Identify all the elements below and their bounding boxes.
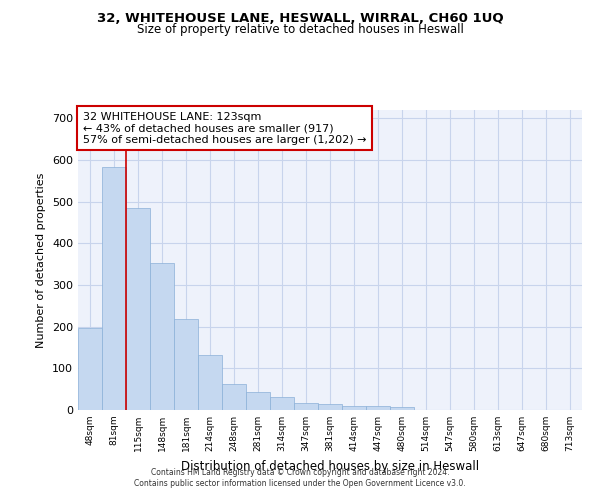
Y-axis label: Number of detached properties: Number of detached properties — [37, 172, 46, 348]
Text: 32 WHITEHOUSE LANE: 123sqm
← 43% of detached houses are smaller (917)
57% of sem: 32 WHITEHOUSE LANE: 123sqm ← 43% of deta… — [83, 112, 367, 144]
Bar — [366, 406, 390, 410]
X-axis label: Distribution of detached houses by size in Heswall: Distribution of detached houses by size … — [181, 460, 479, 472]
Bar — [150, 263, 174, 410]
Text: Size of property relative to detached houses in Heswall: Size of property relative to detached ho… — [137, 22, 463, 36]
Bar — [174, 319, 198, 410]
Bar — [222, 384, 246, 410]
Bar — [318, 404, 342, 410]
Bar — [342, 406, 366, 410]
Bar — [270, 397, 294, 410]
Text: 32, WHITEHOUSE LANE, HESWALL, WIRRAL, CH60 1UQ: 32, WHITEHOUSE LANE, HESWALL, WIRRAL, CH… — [97, 12, 503, 26]
Bar — [78, 328, 102, 410]
Text: Contains HM Land Registry data © Crown copyright and database right 2024.
Contai: Contains HM Land Registry data © Crown c… — [134, 468, 466, 487]
Bar — [294, 404, 318, 410]
Bar — [390, 407, 414, 410]
Bar — [102, 167, 126, 410]
Bar — [126, 208, 150, 410]
Bar — [246, 392, 270, 410]
Bar — [198, 355, 222, 410]
